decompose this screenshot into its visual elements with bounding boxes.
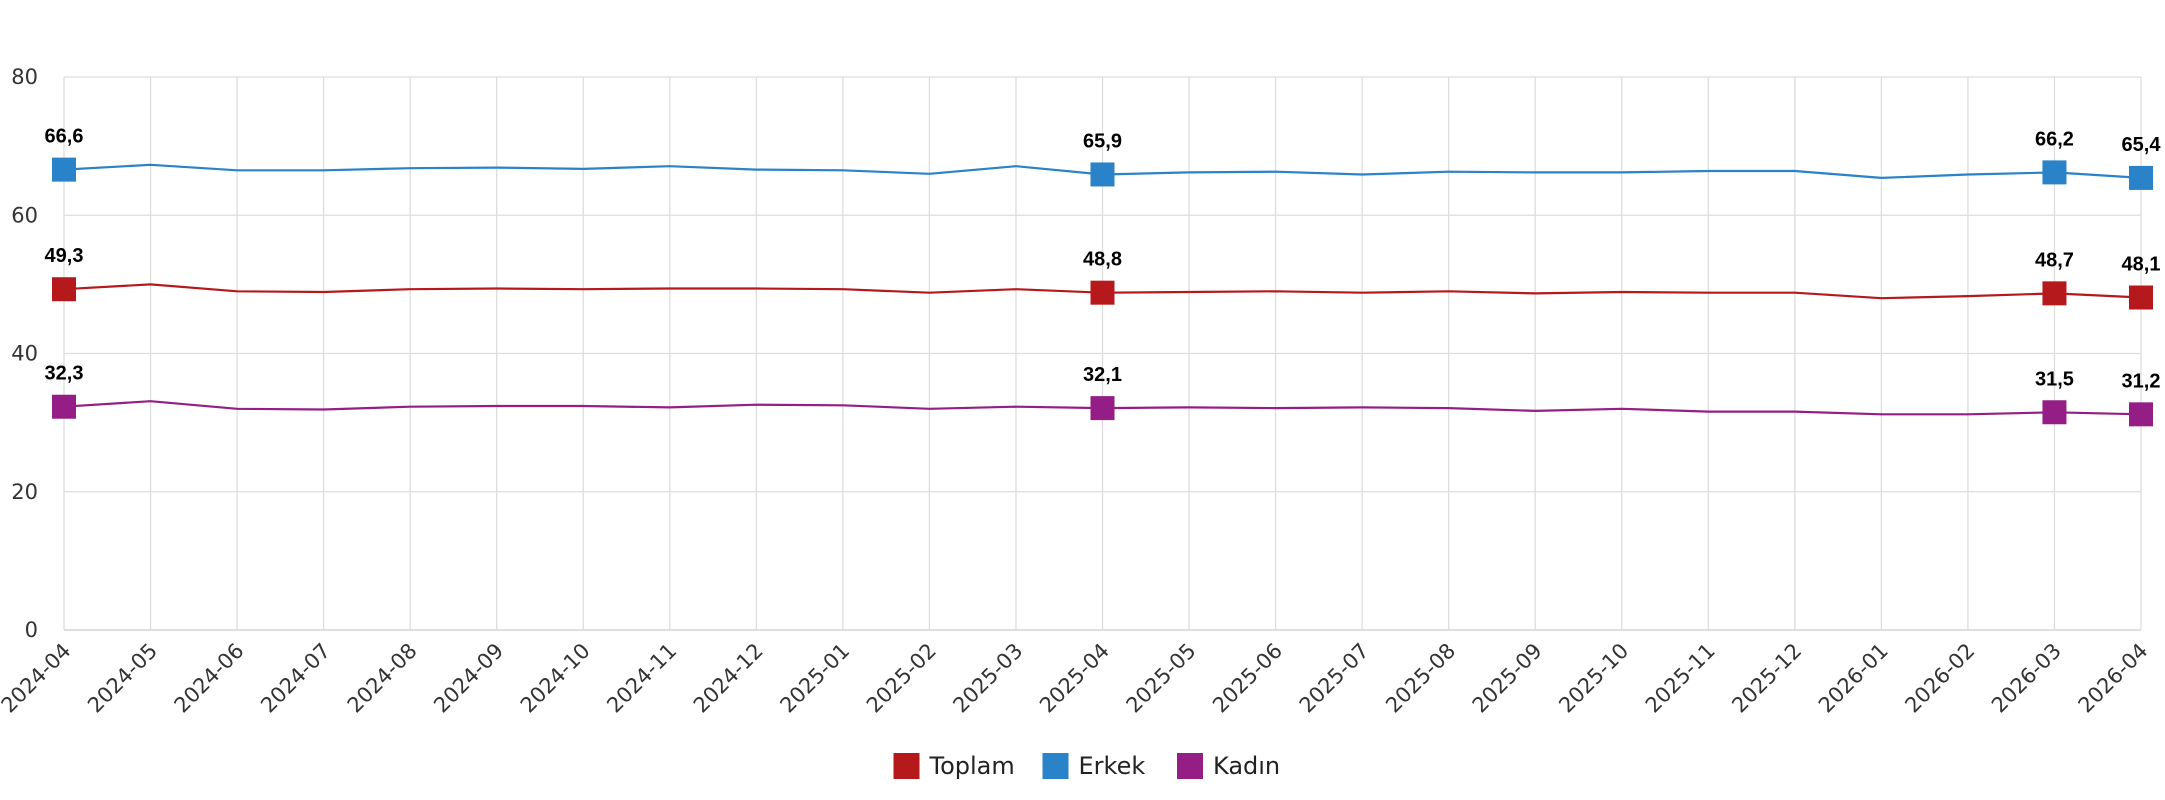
x-tick-label: 2026-02 [1900,639,1979,718]
legend-swatch [1177,753,1203,779]
data-point-marker [2042,281,2067,306]
data-label: 48,7 [2035,249,2074,271]
x-tick-label: 2025-04 [1035,639,1114,718]
data-point-marker [52,277,76,302]
data-label: 32,3 [45,363,84,385]
x-tick-label: 2025-05 [1122,639,1201,718]
x-tick-label: 2025-12 [1727,639,1806,718]
data-point-marker [1090,162,1115,187]
y-tick-label: 80 [11,65,38,89]
data-point-marker [1090,280,1115,305]
x-tick-label: 2026-03 [1987,639,2066,718]
x-tick-label: 2025-01 [775,639,854,718]
x-tick-label: 2024-07 [256,639,335,718]
legend-label: Kadın [1213,752,1280,780]
x-tick-label: 2025-09 [1468,639,1547,718]
data-label: 66,6 [45,126,84,148]
y-tick-label: 20 [11,480,38,504]
data-point-marker [1090,396,1115,421]
data-label: 31,2 [2122,370,2161,392]
data-label: 65,4 [2122,134,2162,156]
legend-label: Erkek [1079,752,1146,780]
legend-item[interactable]: Kadın [1177,752,1280,780]
data-point-marker [2042,160,2067,185]
data-label: 66,2 [2035,128,2074,150]
x-tick-label: 2024-04 [0,639,76,718]
x-tick-label: 2025-07 [1295,639,1374,718]
x-tick-label: 2025-08 [1381,639,1460,718]
data-point-marker [2129,402,2153,427]
legend-swatch [893,753,920,779]
data-label: 32,1 [1083,364,1122,386]
data-label: 48,1 [2122,254,2161,276]
data-label: 49,3 [45,245,84,267]
x-tick-label: 2025-03 [948,639,1027,718]
x-tick-label: 2026-01 [1814,639,1893,718]
data-point-marker [2129,165,2153,190]
legend-item[interactable]: Toplam [893,752,1015,780]
y-tick-label: 40 [11,342,38,366]
series-layer [52,157,2153,427]
data-label: 65,9 [1083,130,1122,152]
legend-item[interactable]: Erkek [1042,752,1146,780]
x-tick-label: 2024-12 [689,639,768,718]
x-tick-label: 2025-10 [1554,639,1633,718]
legend: Toplam Erkek Kadın [893,752,1280,780]
data-point-marker [52,157,76,182]
data-label: 31,5 [2035,368,2074,390]
x-tick-label: 2024-09 [429,639,508,718]
data-label-layer: 49,3 48,8 48,7 48,1 66,6 65,9 66,2 65,4 32,3 32,1… [45,126,2162,393]
y-tick-label: 0 [25,618,38,642]
x-tick-label: 2024-08 [343,639,422,718]
x-tick-label: 2024-11 [602,639,681,718]
data-label: 48,8 [1083,249,1122,271]
legend-label: Toplam [929,752,1015,780]
data-point-marker [52,394,76,419]
data-point-marker [2042,400,2067,425]
x-tick-label: 2024-05 [83,639,162,718]
legend-swatch [1042,753,1069,779]
x-tick-label: 2026-04 [2074,639,2153,718]
x-tick-label: 2025-02 [862,639,941,718]
y-tick-label: 60 [11,203,38,227]
x-tick-label: 2025-11 [1641,639,1720,718]
data-point-marker [2129,285,2153,310]
x-tick-label: 2024-10 [516,639,595,718]
x-tick-label: 2025-06 [1208,639,1287,718]
x-tick-label: 2024-06 [170,639,249,718]
